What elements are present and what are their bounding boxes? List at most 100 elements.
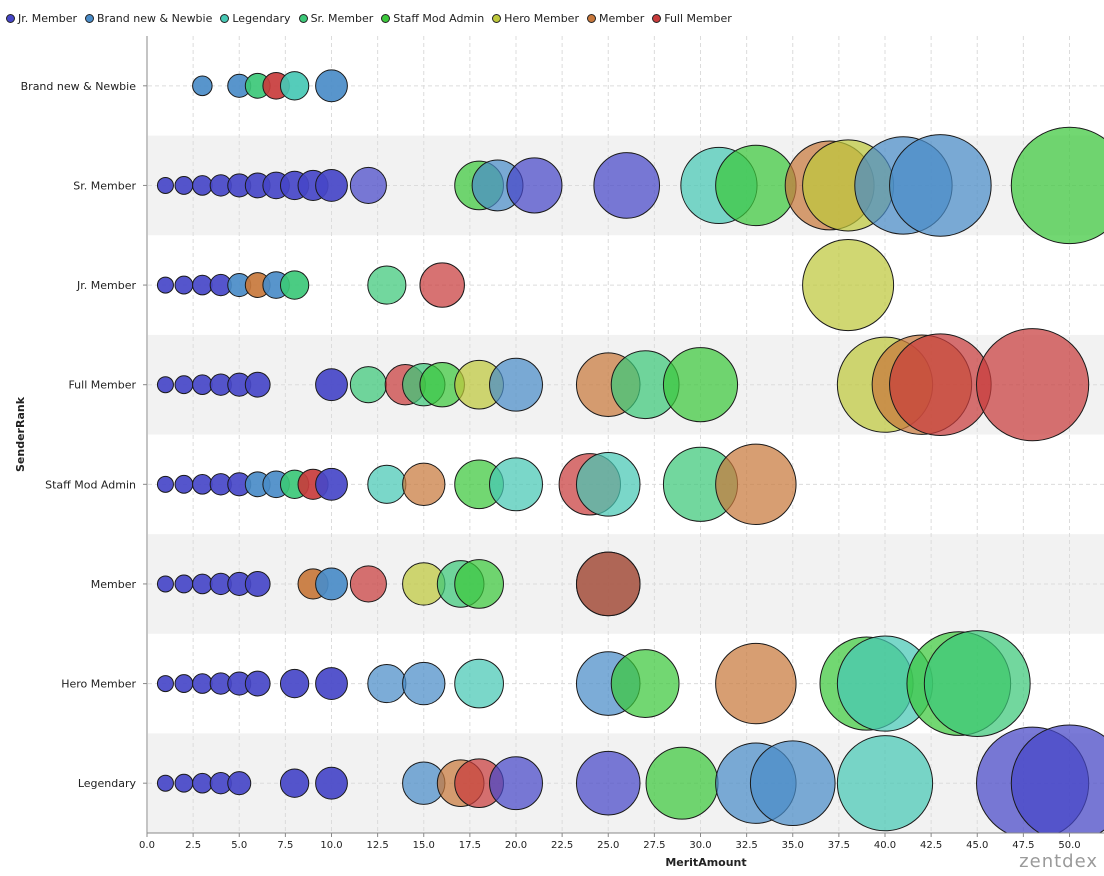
x-axis-title: MeritAmount bbox=[665, 856, 746, 869]
bubble bbox=[174, 275, 194, 295]
legend-label: Member bbox=[598, 11, 645, 25]
legend-item: Jr. Member bbox=[6, 12, 77, 25]
legend-label: Full Member bbox=[664, 11, 732, 25]
y-tick-label: Brand new & Newbie bbox=[21, 80, 137, 93]
bubble bbox=[923, 630, 1031, 737]
x-tick-label: 17.5 bbox=[459, 840, 481, 851]
bubble bbox=[506, 157, 563, 214]
y-tick-label: Sr. Member bbox=[73, 179, 136, 192]
bubble bbox=[174, 474, 194, 494]
bubble bbox=[802, 239, 895, 332]
y-tick-label: Member bbox=[91, 578, 137, 591]
legend-label: Legendary bbox=[232, 11, 291, 25]
x-tick-label: 42.5 bbox=[920, 840, 942, 851]
x-tick-label: 5.0 bbox=[231, 840, 247, 851]
bubble bbox=[367, 663, 407, 704]
bubble bbox=[315, 567, 348, 601]
x-tick-label: 32.5 bbox=[735, 840, 757, 851]
bubble bbox=[454, 559, 504, 609]
bubble bbox=[349, 565, 387, 603]
bubble bbox=[192, 274, 213, 296]
bubble bbox=[156, 575, 174, 593]
bubble bbox=[715, 144, 797, 227]
legend-swatch bbox=[586, 13, 596, 23]
bubble bbox=[279, 270, 310, 300]
bubble bbox=[349, 366, 387, 404]
bubble bbox=[836, 735, 934, 832]
watermark: zentdex bbox=[1019, 851, 1098, 872]
bubble bbox=[402, 462, 446, 506]
bubble bbox=[715, 443, 797, 526]
x-tick-label: 35.0 bbox=[782, 840, 804, 851]
x-tick-label: 37.5 bbox=[828, 840, 850, 851]
x-tick-label: 27.5 bbox=[643, 840, 665, 851]
bubble bbox=[174, 574, 194, 594]
bubble bbox=[662, 347, 739, 423]
bubble bbox=[192, 474, 213, 495]
bubble bbox=[367, 265, 407, 305]
legend-swatch bbox=[220, 13, 230, 23]
legend-item: Full Member bbox=[652, 12, 732, 25]
legend-label: Hero Member bbox=[504, 11, 579, 25]
bubble bbox=[315, 368, 348, 402]
y-tick-label: Jr. Member bbox=[76, 279, 136, 292]
bubble bbox=[889, 134, 992, 237]
x-tick-label: 50.0 bbox=[1058, 840, 1080, 851]
bubble bbox=[1010, 126, 1104, 245]
legend-item: Sr. Member bbox=[298, 12, 373, 25]
bubble bbox=[610, 649, 680, 718]
legend-item: Hero Member bbox=[492, 12, 579, 25]
bubble bbox=[192, 772, 213, 794]
y-tick-label: Full Member bbox=[68, 379, 136, 392]
bubble bbox=[645, 746, 719, 820]
bubble bbox=[889, 333, 992, 436]
legend-item: Member bbox=[586, 11, 645, 25]
y-tick-label: Hero Member bbox=[61, 678, 136, 691]
legend-swatch bbox=[298, 13, 308, 23]
legend-item: Staff Mod Admin bbox=[381, 12, 484, 25]
bubble bbox=[279, 668, 310, 699]
bubble bbox=[489, 357, 543, 412]
bubble bbox=[156, 176, 174, 194]
x-tick-label: 2.5 bbox=[185, 840, 201, 851]
bubble bbox=[575, 750, 641, 816]
x-tick-label: 20.0 bbox=[505, 840, 527, 851]
x-tick-label: 10.0 bbox=[320, 840, 342, 851]
bubble bbox=[174, 375, 194, 395]
legend-label: Staff Mod Admin bbox=[393, 11, 485, 25]
y-tick-label: Staff Mod Admin bbox=[45, 478, 136, 491]
bubble bbox=[192, 374, 213, 395]
x-tick-label: 15.0 bbox=[413, 840, 435, 851]
bubble bbox=[156, 475, 174, 493]
bubble bbox=[156, 675, 174, 693]
bubble bbox=[419, 262, 465, 308]
bubbles bbox=[156, 69, 1104, 833]
bubble bbox=[575, 551, 641, 617]
x-tick-label: 25.0 bbox=[597, 840, 619, 851]
bubble bbox=[489, 457, 543, 512]
legend-swatch bbox=[652, 13, 662, 23]
bubble bbox=[174, 176, 194, 195]
bubble bbox=[192, 75, 213, 97]
x-tick-label: 47.5 bbox=[1012, 840, 1034, 851]
bubble bbox=[315, 169, 348, 202]
legend: Jr. Member Brand new & Newbie Legendary Sr.… bbox=[6, 10, 740, 26]
bubble bbox=[192, 573, 213, 595]
bubble bbox=[174, 773, 194, 793]
y-axis-title: SenderRank bbox=[14, 396, 27, 472]
bubble bbox=[1010, 724, 1104, 833]
bubble bbox=[156, 376, 174, 394]
bubble bbox=[156, 774, 174, 792]
x-tick-label: 22.5 bbox=[551, 840, 573, 851]
bubble bbox=[593, 152, 661, 219]
bubble bbox=[402, 661, 446, 706]
bubble bbox=[227, 771, 252, 796]
bubble bbox=[489, 756, 543, 811]
x-tick-label: 45.0 bbox=[966, 840, 988, 851]
bubble bbox=[315, 667, 348, 700]
bubble bbox=[279, 71, 310, 101]
bubble bbox=[279, 768, 310, 798]
legend-item: Legendary bbox=[220, 11, 291, 25]
bubble bbox=[192, 175, 213, 196]
